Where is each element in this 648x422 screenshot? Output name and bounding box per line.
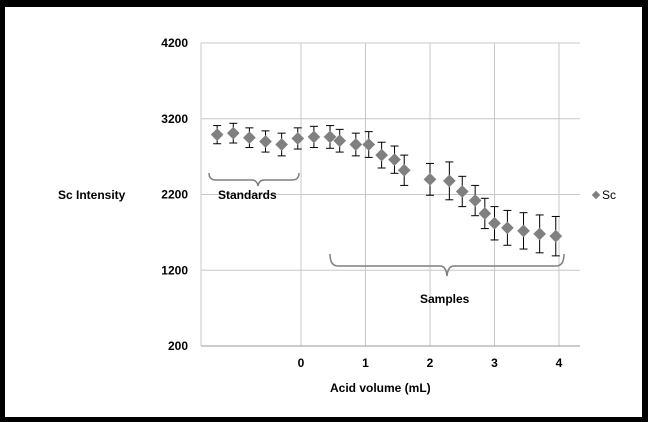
data-point	[397, 163, 411, 177]
data-points	[210, 126, 563, 243]
y-tick-label: 3200	[161, 112, 188, 126]
data-point	[501, 221, 514, 235]
legend: Sc	[591, 188, 616, 202]
data-point	[375, 148, 388, 162]
data-point	[388, 153, 401, 167]
data-point	[423, 172, 437, 186]
samples-brace	[329, 253, 565, 277]
x-tick-label: 4	[556, 356, 563, 370]
data-point	[259, 135, 272, 148]
x-axis-title: Acid volume (mL)	[330, 381, 431, 395]
data-point	[243, 131, 256, 145]
data-point	[226, 126, 240, 140]
y-axis-title: Sc Intensity	[58, 188, 126, 202]
data-point	[468, 194, 482, 207]
data-point	[210, 128, 224, 142]
data-point	[362, 138, 376, 151]
standards-label: Standards	[218, 188, 277, 202]
data-point	[442, 174, 456, 188]
x-tick-label: 3	[491, 356, 498, 370]
y-axis-ticks: 200 1200 2200 3200 4200	[161, 36, 188, 353]
x-tick-label: 2	[427, 356, 434, 370]
y-tick-label: 2200	[161, 188, 188, 202]
data-point	[291, 132, 305, 145]
gridlines	[200, 42, 580, 347]
y-tick-label: 200	[168, 339, 188, 353]
data-point	[323, 130, 337, 144]
x-tick-label: 0	[298, 356, 305, 370]
data-point	[307, 130, 321, 144]
data-point	[517, 224, 530, 238]
data-point	[533, 227, 547, 241]
y-tick-label: 1200	[161, 263, 188, 277]
samples-label: Samples	[420, 292, 470, 306]
y-tick-label: 4200	[161, 36, 188, 50]
x-tick-label: 1	[362, 356, 369, 370]
data-point	[488, 216, 501, 230]
legend-marker	[591, 190, 601, 200]
data-point	[478, 207, 492, 220]
x-axis-ticks: 0 1 2 3 4	[298, 356, 563, 370]
data-point	[275, 138, 289, 151]
data-point	[549, 229, 563, 243]
legend-label: Sc	[602, 188, 616, 202]
data-point	[455, 185, 469, 198]
data-point	[333, 134, 347, 148]
standards-brace	[208, 172, 300, 187]
data-point	[349, 138, 363, 151]
